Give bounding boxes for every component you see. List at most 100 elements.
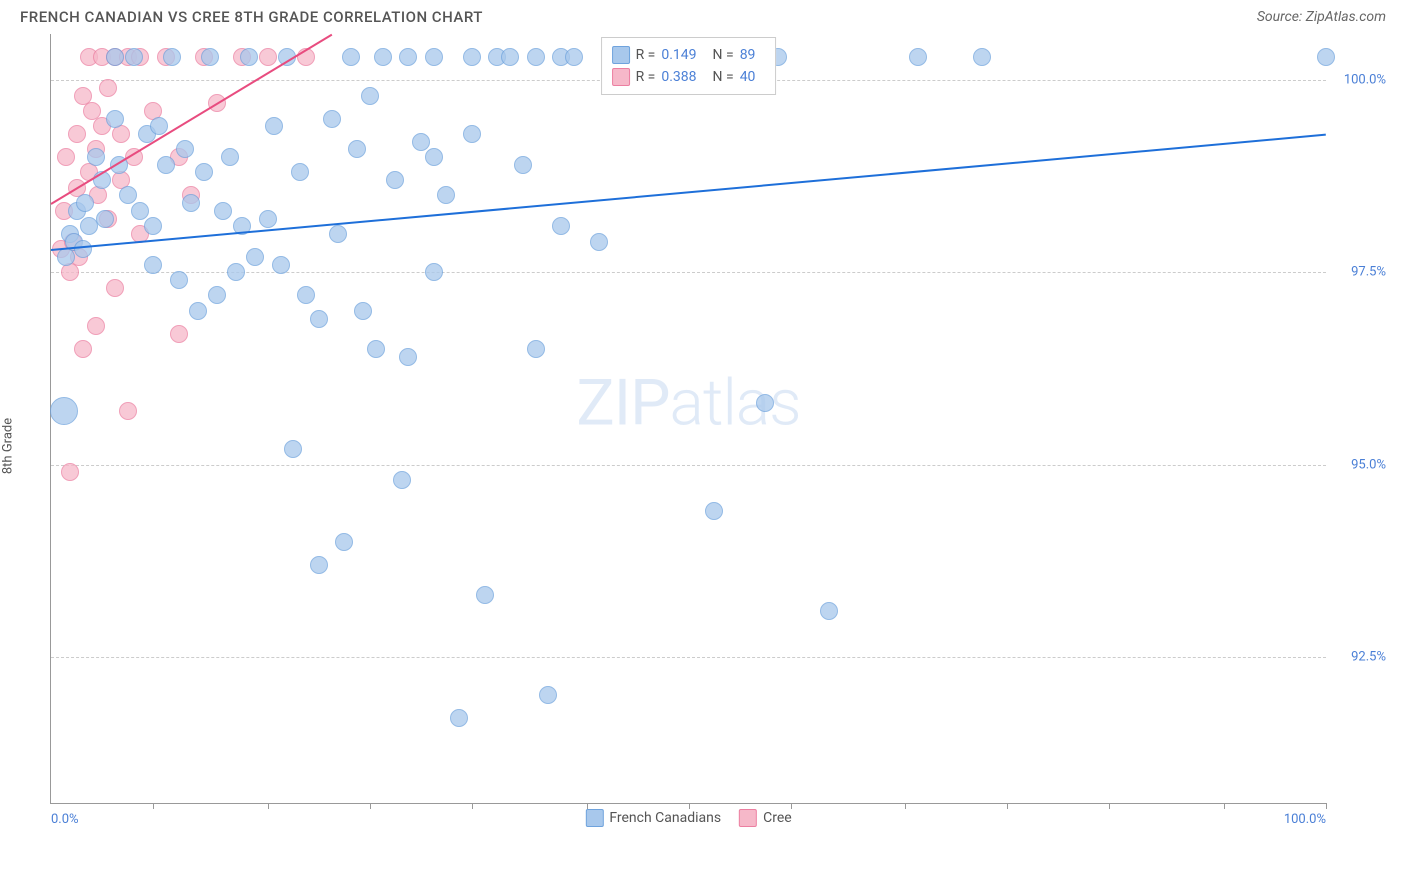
x-tick (905, 803, 906, 809)
french-canadian-point (240, 48, 258, 66)
french-canadian-point (246, 248, 264, 266)
gridline (51, 657, 1326, 658)
french-canadian-point (259, 210, 277, 228)
french-canadian-point (74, 240, 92, 258)
french-canadian-point (412, 133, 430, 151)
legend-item-a: French Canadians (585, 809, 721, 827)
french-canadian-point (361, 87, 379, 105)
r-label: R = (636, 69, 656, 85)
n-value-b: 40 (740, 69, 756, 85)
n-value-a: 89 (740, 47, 756, 63)
french-canadian-point (170, 271, 188, 289)
french-canadian-point (50, 397, 78, 425)
french-canadian-point (909, 48, 927, 66)
n-label: N = (713, 47, 734, 63)
swatch-b (739, 809, 757, 827)
r-value-a: 0.149 (661, 47, 696, 63)
y-tick-label: 92.5% (1331, 649, 1386, 664)
french-canadian-point (973, 48, 991, 66)
french-canadian-point (354, 302, 372, 320)
french-canadian-point (310, 310, 328, 328)
french-canadian-point (386, 171, 404, 189)
french-canadian-point (425, 263, 443, 281)
french-canadian-point (399, 348, 417, 366)
x-tick (791, 803, 792, 809)
french-canadian-point (106, 48, 124, 66)
french-canadian-point (501, 48, 519, 66)
legend-item-b: Cree (739, 809, 792, 827)
x-tick (587, 803, 588, 809)
french-canadian-point (214, 202, 232, 220)
cree-point (112, 125, 130, 143)
y-tick-label: 100.0% (1331, 73, 1386, 88)
french-canadian-point (437, 186, 455, 204)
y-axis-label: 8th Grade (1, 418, 16, 474)
french-canadian-point (476, 586, 494, 604)
french-canadian-point (189, 302, 207, 320)
french-canadian-point (565, 48, 583, 66)
french-canadian-point (176, 140, 194, 158)
cree-point (99, 79, 117, 97)
french-canadian-point (425, 48, 443, 66)
french-canadian-point (144, 217, 162, 235)
x-tick-label: 0.0% (51, 812, 79, 827)
french-canadian-point (96, 210, 114, 228)
cree-point (74, 340, 92, 358)
swatch-b (612, 68, 630, 86)
cree-point (61, 263, 79, 281)
french-canadian-point (284, 440, 302, 458)
swatch-a (585, 809, 603, 827)
series-legend: French Canadians Cree (585, 809, 791, 827)
french-canadian-point (367, 340, 385, 358)
french-canadian-point (514, 156, 532, 174)
french-canadian-point (527, 340, 545, 358)
french-canadian-point (87, 148, 105, 166)
french-canadian-point (374, 48, 392, 66)
cree-point (119, 402, 137, 420)
y-tick-label: 95.0% (1331, 457, 1386, 472)
cree-point (87, 317, 105, 335)
x-tick (1224, 803, 1225, 809)
cree-point (170, 325, 188, 343)
french-canadian-point (208, 286, 226, 304)
swatch-a (612, 46, 630, 64)
n-label: N = (713, 69, 734, 85)
french-canadian-point (335, 533, 353, 551)
cree-point (68, 125, 86, 143)
x-tick (1109, 803, 1110, 809)
french-canadian-point (539, 686, 557, 704)
french-canadian-point (425, 148, 443, 166)
french-canadian-point (119, 186, 137, 204)
french-canadian-point (310, 556, 328, 574)
r-value-b: 0.388 (661, 69, 696, 85)
french-canadian-point (265, 117, 283, 135)
french-canadian-point (106, 110, 124, 128)
french-canadian-point (820, 602, 838, 620)
french-canadian-point (272, 256, 290, 274)
french-canadian-point (163, 48, 181, 66)
french-canadian-point (182, 194, 200, 212)
plot-area: ZIPatlas R = 0.149 N = 89 R = 0.388 N = … (50, 34, 1326, 804)
stats-row-b: R = 0.388 N = 40 (612, 66, 766, 88)
legend-label-b: Cree (763, 810, 792, 826)
french-canadian-point (756, 394, 774, 412)
french-canadian-point (1317, 48, 1335, 66)
x-tick-label: 100.0% (1284, 812, 1326, 827)
french-canadian-point (323, 110, 341, 128)
gridline (51, 465, 1326, 466)
french-canadian-point (297, 286, 315, 304)
french-canadian-trendline (51, 134, 1326, 251)
x-tick (1007, 803, 1008, 809)
y-tick-label: 97.5% (1331, 265, 1386, 280)
french-canadian-point (450, 709, 468, 727)
french-canadian-point (329, 225, 347, 243)
french-canadian-point (590, 233, 608, 251)
cree-point (61, 463, 79, 481)
chart-container: ZIPatlas R = 0.149 N = 89 R = 0.388 N = … (50, 34, 1386, 834)
stats-legend: R = 0.149 N = 89 R = 0.388 N = 40 (601, 37, 777, 95)
french-canadian-point (399, 48, 417, 66)
source-attribution: Source: ZipAtlas.com (1257, 9, 1386, 25)
french-canadian-point (291, 163, 309, 181)
french-canadian-point (527, 48, 545, 66)
french-canadian-point (195, 163, 213, 181)
